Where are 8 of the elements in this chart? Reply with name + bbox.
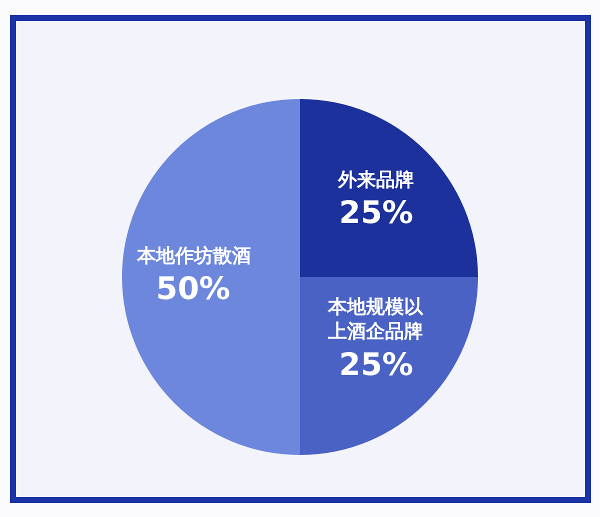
data-label: 25%: [339, 347, 414, 383]
data-label: 50%: [156, 271, 230, 307]
slice-label: 外来品牌: [337, 169, 414, 191]
slice-label: 本地作坊散酒: [136, 245, 251, 267]
pie-slice: [122, 99, 300, 455]
pie-slice: [300, 99, 478, 277]
slice-label: 本地规模以上酒企品牌: [327, 296, 424, 343]
data-label: 25%: [339, 195, 414, 231]
